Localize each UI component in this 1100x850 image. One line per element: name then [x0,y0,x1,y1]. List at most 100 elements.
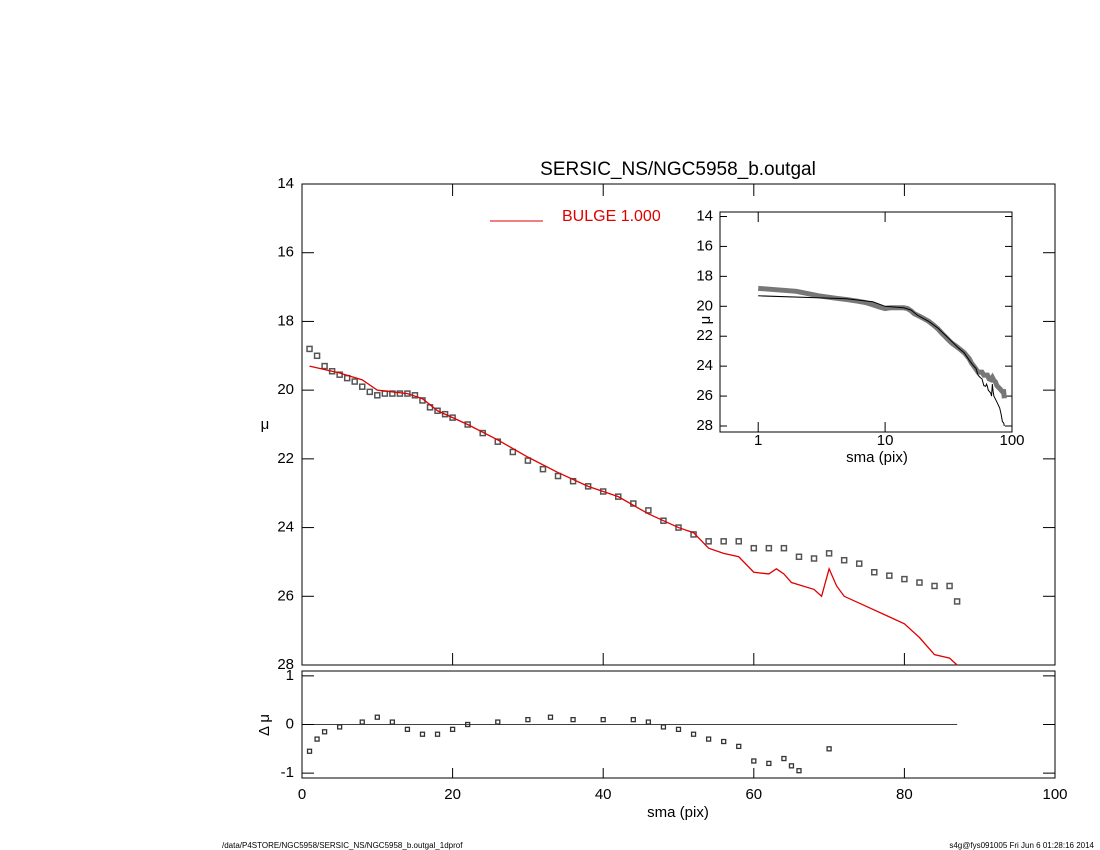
data-point [336,371,343,378]
data-point [660,517,667,524]
data-point [449,414,456,421]
data-point [901,575,908,583]
chart-title: SERSIC_NS/NGC5958_b.outgal [540,159,816,180]
data-point [871,568,878,576]
x-tick-label: 80 [896,786,913,803]
data-point [645,507,652,514]
data-point [765,544,773,552]
x-tick-label: 40 [595,786,612,803]
data-point [931,582,938,590]
residual-point [321,729,328,735]
y-tick-label: -1 [281,764,294,781]
x-tick-label: 1 [754,432,762,449]
inset-frame [719,211,1013,433]
y-tick-label: 14 [277,175,294,192]
y-tick-label: 24 [696,357,713,374]
x-tick-label: 10 [877,432,894,449]
model-line [309,365,958,666]
y-tick-label: 28 [277,656,294,673]
data-point [306,345,313,353]
residual-point [630,716,636,723]
data-point [441,410,449,418]
data-point [675,524,682,531]
residual-point [525,716,531,723]
y-axis-label: μ [261,416,270,433]
residual-point [751,758,757,764]
data-point [855,560,863,567]
y-axis-label: μ [697,316,714,325]
x-axis-label: sma (pix) [846,449,908,466]
data-point [358,383,366,390]
residual-point [449,726,456,733]
y-tick-label: 18 [696,267,713,284]
x-tick-label: 0 [298,786,306,803]
x-axis-label: sma (pix) [647,804,709,821]
data-point [389,390,396,397]
data-point [840,556,848,564]
y-tick-label: 16 [277,244,294,261]
residual-point [359,719,365,725]
data-point [946,582,953,590]
y-tick-label: 20 [696,297,713,314]
y-tick-label: 0 [286,715,294,732]
data-point [953,598,961,605]
footer: /data/P4STORE/NGC5958/SERSIC_NS/NGC5958_… [222,841,463,850]
inset-data-line [758,285,1007,399]
x-tick-label: 100 [999,432,1024,449]
residual-point [660,724,667,730]
y-tick-label: 28 [696,417,713,434]
data-point [524,457,532,464]
data-point [434,407,441,415]
legend-label: BULGE 1.000 [562,208,661,225]
x-tick-label: 20 [444,786,461,803]
data-point [351,378,358,385]
data-point [584,483,592,490]
residual-point [721,738,727,745]
y-tick-label: 26 [696,387,713,404]
y-tick-label: 22 [696,327,713,344]
y-tick-label: 22 [277,450,294,467]
data-point [720,538,727,545]
data-point [750,544,758,552]
y-tick-label: 24 [277,519,294,536]
residual-point [336,724,343,730]
data-point [615,493,622,500]
residual-point [766,760,772,767]
x-tick-label: 100 [1042,786,1067,803]
y-tick-label: 18 [277,312,294,329]
residual-point [434,731,441,737]
y-tick-label: 16 [696,237,713,254]
residual-point [404,726,411,733]
data-point [705,538,712,545]
residual-point [570,716,576,723]
residual-point [826,746,832,752]
y-tick-label: 1 [286,667,294,684]
data-point [321,362,328,370]
data-point [554,472,562,480]
data-point [735,538,742,545]
residual-point [389,719,396,725]
residual-point [465,721,471,728]
data-point [539,465,547,473]
data-point [396,390,404,397]
data-point [916,579,923,586]
data-point [795,553,803,561]
residual-point [419,731,426,737]
residual-point [796,768,802,774]
data-point [825,550,833,557]
data-point [886,572,893,579]
residual-point [736,743,742,750]
residual-point [374,714,380,720]
data-point [810,555,818,562]
data-point [509,448,517,456]
residual-point [547,714,554,720]
y-tick-label: 14 [696,207,713,224]
residual-point [314,736,320,742]
y-axis-label: Δ μ [256,714,273,736]
residual-point [781,755,787,762]
data-point [464,421,471,428]
y-tick-label: 20 [277,381,294,398]
y-tick-label: 26 [277,587,294,604]
inset-model-line [758,295,1005,427]
